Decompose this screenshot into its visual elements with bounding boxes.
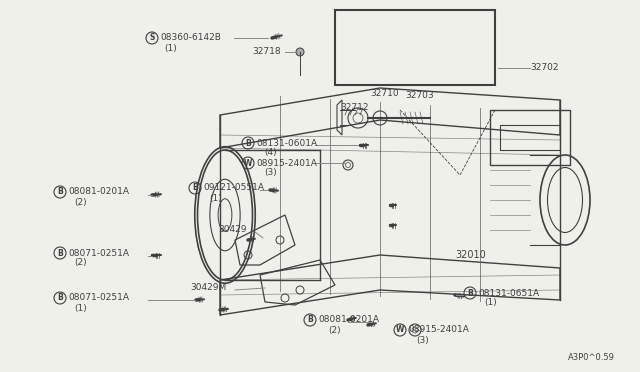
- Text: B: B: [245, 138, 251, 148]
- Text: (1): (1): [209, 193, 221, 202]
- Text: 08081-0201A: 08081-0201A: [318, 315, 379, 324]
- Text: (2): (2): [74, 198, 86, 206]
- Text: W: W: [396, 326, 404, 334]
- Text: B: B: [57, 248, 63, 257]
- Text: (3): (3): [416, 336, 429, 344]
- Text: 32707: 32707: [385, 68, 413, 77]
- Text: (1): (1): [164, 44, 177, 52]
- Text: 08071-0251A: 08071-0251A: [68, 248, 129, 257]
- Text: 09121-0551A: 09121-0551A: [203, 183, 264, 192]
- Text: 32702: 32702: [530, 64, 559, 73]
- Text: 32703: 32703: [405, 92, 434, 100]
- Text: (1): (1): [484, 298, 497, 308]
- Text: 08081-0201A: 08081-0201A: [68, 187, 129, 196]
- Text: 32709: 32709: [400, 78, 429, 87]
- Circle shape: [296, 48, 304, 56]
- Text: 32010: 32010: [455, 250, 486, 260]
- Text: 08131-0651A: 08131-0651A: [478, 289, 539, 298]
- Text: 08071-0251A: 08071-0251A: [68, 294, 129, 302]
- Text: A3P0^0.59: A3P0^0.59: [568, 353, 615, 362]
- Text: (1): (1): [74, 304, 87, 312]
- Text: (4): (4): [264, 148, 276, 157]
- Text: B: B: [57, 294, 63, 302]
- Text: (2): (2): [328, 326, 340, 334]
- Text: B: B: [57, 187, 63, 196]
- Text: 32712: 32712: [340, 103, 369, 112]
- Text: 08360-6142B: 08360-6142B: [160, 33, 221, 42]
- Text: 30429: 30429: [218, 225, 246, 234]
- Bar: [490, 110, 570, 165]
- Bar: [500, 125, 560, 150]
- Text: 32718: 32718: [252, 48, 280, 57]
- Text: (3): (3): [264, 169, 276, 177]
- Text: 08915-2401A: 08915-2401A: [256, 158, 317, 167]
- Text: B: B: [192, 183, 198, 192]
- Text: 08915-2401A: 08915-2401A: [408, 326, 469, 334]
- Text: 30429M: 30429M: [190, 283, 227, 292]
- Text: 32710: 32710: [370, 89, 399, 97]
- Text: 08131-0601A: 08131-0601A: [256, 138, 317, 148]
- Text: B: B: [307, 315, 313, 324]
- Bar: [335, 10, 495, 85]
- Text: S: S: [149, 33, 155, 42]
- Text: W: W: [244, 158, 252, 167]
- Text: B: B: [467, 289, 473, 298]
- Text: (2): (2): [74, 259, 86, 267]
